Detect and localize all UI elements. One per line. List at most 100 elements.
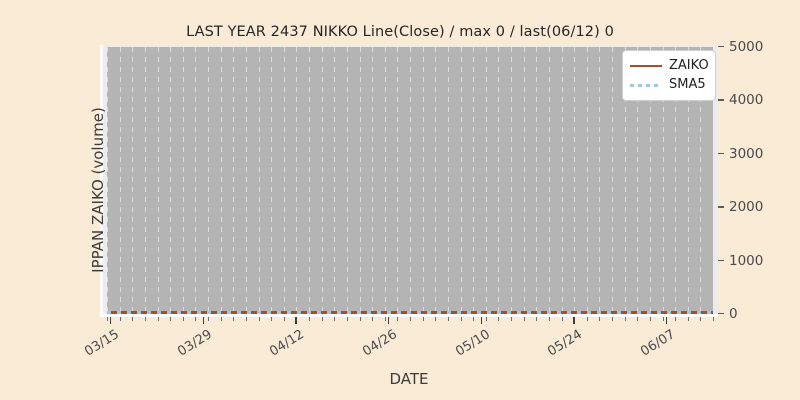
legend-item-sma5[interactable]: SMA5: [630, 75, 708, 94]
gridline-vertical: [612, 47, 613, 314]
legend-item-zaiko[interactable]: ZAIKO: [630, 56, 709, 75]
x-tick-minor: [548, 317, 550, 321]
x-tick-minor: [296, 317, 298, 321]
y-tick-label: 3000: [729, 145, 764, 162]
x-tick-minor: [435, 317, 437, 321]
x-axis-title: DATE: [389, 370, 429, 388]
x-tick-minor: [119, 317, 121, 321]
x-tick-major: [480, 317, 483, 324]
vertical-gridlines: [107, 47, 713, 314]
x-tick-minor: [687, 317, 689, 321]
y-axis-ticks: 0 1000 2000 3000 4000 5000: [718, 39, 800, 322]
gridline-vertical: [208, 47, 209, 314]
gridline-vertical: [309, 47, 310, 314]
plot-frame: [100, 45, 718, 316]
x-tick-minor: [700, 317, 702, 321]
x-axis-ticks: 03/15 03/29 04/12 04/26 05/10 05/24 06/07: [82, 317, 718, 377]
x-tick-minor: [157, 317, 159, 321]
legend-swatch-sma5-icon: [630, 78, 662, 92]
gridline-vertical: [359, 47, 361, 314]
gridline-vertical: [624, 47, 626, 314]
x-tick-minor: [460, 317, 462, 321]
x-tick-minor: [309, 317, 310, 321]
y-tick-mark: [718, 46, 724, 48]
x-tick-minor: [397, 317, 399, 321]
y-axis-title: IPPAN ZAIKO (volume): [89, 107, 107, 273]
x-tick-minor: [258, 317, 260, 321]
gridline-vertical: [107, 47, 108, 314]
gridline-vertical: [321, 47, 323, 314]
gridline-vertical: [384, 47, 386, 314]
x-tick-minor: [713, 317, 714, 321]
y-tick-mark: [718, 152, 724, 155]
gridline-vertical: [662, 47, 664, 314]
x-tick-minor: [473, 317, 475, 321]
gridline-vertical: [649, 47, 651, 314]
x-tick-minor: [485, 317, 487, 321]
y-tick-mark: [718, 99, 724, 101]
gridline-vertical: [245, 47, 247, 314]
x-tick-minor: [675, 317, 677, 321]
y-axis-spine: [100, 45, 103, 317]
gridline-vertical: [473, 47, 475, 314]
series-line-sma5: [107, 311, 713, 314]
x-tick-minor: [498, 317, 500, 321]
x-tick-minor: [245, 317, 247, 321]
x-tick-major: [666, 317, 668, 324]
x-tick-minor: [422, 317, 424, 321]
gridline-vertical: [511, 47, 512, 314]
x-tick-label: 03/29: [174, 327, 215, 360]
x-tick-minor: [182, 317, 184, 321]
x-tick-label: 05/24: [545, 327, 586, 360]
gridline-vertical: [435, 47, 437, 314]
gridline-vertical: [460, 47, 462, 314]
x-tick-major: [573, 317, 575, 324]
x-tick-major: [110, 317, 112, 324]
x-tick-minor: [637, 317, 639, 321]
chart-title: LAST YEAR 2437 NIKKO Line(Close) / max 0…: [186, 24, 614, 40]
gridline-vertical: [346, 47, 348, 314]
y-tick-label: 0: [729, 306, 738, 322]
x-tick-minor: [384, 317, 386, 321]
x-tick-minor: [334, 317, 336, 321]
x-tick-minor: [599, 317, 601, 321]
legend-swatch-zaiko-icon: [630, 59, 662, 73]
gridline-vertical: [157, 47, 159, 314]
gridline-vertical: [536, 47, 538, 314]
y-tick-label: 5000: [729, 39, 764, 55]
gridline-vertical: [700, 47, 702, 314]
x-tick-major: [202, 317, 205, 324]
gridline-vertical: [233, 47, 235, 314]
x-tick-minor: [346, 317, 348, 321]
gridline-vertical: [397, 47, 399, 314]
x-tick-minor: [208, 317, 209, 321]
gridline-vertical: [599, 47, 601, 314]
x-tick-minor: [271, 317, 273, 321]
gridline-vertical: [548, 47, 550, 314]
gridline-vertical: [687, 47, 689, 314]
x-tick-minor: [107, 317, 108, 321]
gridline-vertical: [637, 47, 639, 314]
y-tick-mark: [718, 259, 724, 261]
gridline-vertical: [170, 47, 172, 314]
gridline-vertical: [372, 47, 374, 314]
x-tick-minor: [447, 317, 449, 321]
gridline-vertical: [258, 47, 260, 314]
x-tick-minor: [359, 317, 361, 321]
gridline-vertical: [561, 47, 563, 314]
x-tick-label: 06/07: [638, 327, 678, 360]
x-tick-minor: [410, 317, 411, 321]
gridline-vertical: [283, 47, 285, 314]
x-tick-label: 05/10: [452, 327, 493, 360]
y-tick-mark: [718, 206, 724, 208]
gridline-vertical: [422, 47, 424, 314]
gridline-vertical: [271, 47, 273, 314]
gridline-vertical: [296, 47, 298, 314]
x-tick-minor: [561, 317, 563, 321]
x-axis-spine: [100, 314, 718, 317]
gridline-vertical: [447, 47, 449, 314]
x-tick-minor: [624, 317, 626, 321]
gridline-vertical: [485, 47, 487, 314]
legend-label-sma5: SMA5: [669, 77, 706, 92]
